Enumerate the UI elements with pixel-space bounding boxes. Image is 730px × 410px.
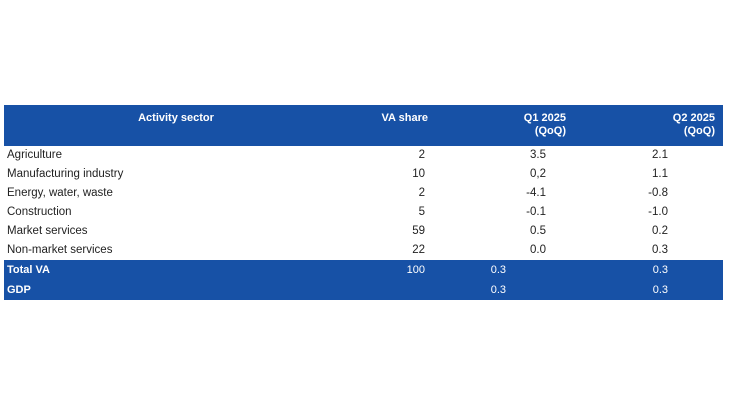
row-q2: 2.1 [652,149,668,161]
row-q1: 3.5 [530,149,546,161]
table-row: Manufacturing industry 10 0,2 1.1 [4,165,723,184]
row-share: 2 [418,149,425,161]
table-row: Construction 5 -0.1 -1.0 [4,203,723,222]
gdp-share [348,280,430,300]
row-sector: Manufacturing industry [7,168,124,180]
row-share: 10 [412,168,425,180]
row-q2: 1.1 [652,168,668,180]
header-q1-line2: (QoQ) [534,125,566,137]
row-share: 2 [418,187,425,199]
row-q2: 0.2 [652,225,668,237]
header-q1-2025: Q1 2025 (QoQ) [430,105,576,146]
gdp-q1: 0.3 [430,280,576,300]
header-va-share-label: VA share [381,112,428,124]
header-activity-sector: Activity sector [4,105,348,146]
header-q2-2025: Q2 2025 (QoQ) [576,105,723,146]
row-sector: Energy, water, waste [7,187,113,199]
table-row: Energy, water, waste 2 -4.1 -0.8 [4,184,723,203]
table-row: Non-market services 22 0.0 0.3 [4,241,723,260]
gdp-row: GDP 0.3 0.3 [4,280,723,300]
header-q2-2025-label: Q2 2025 (QoQ) [576,105,723,138]
row-q1: 0,2 [530,168,546,180]
row-q1: -0.1 [526,206,546,218]
row-sector: Non-market services [7,244,113,256]
table-row: Agriculture 2 3.5 2.1 [4,146,723,165]
table-row: Market services 59 0.5 0.2 [4,222,723,241]
row-q2: -1.0 [648,206,668,218]
row-share: 5 [418,206,425,218]
total-va-row: Total VA 100 0.3 0.3 [4,260,723,280]
total-va-share: 100 [348,260,430,280]
row-share: 22 [412,244,425,256]
row-sector: Market services [7,225,88,237]
header-q1-2025-label: Q1 2025 (QoQ) [430,105,576,138]
table-header-row: Activity sector VA share Q1 2025 (QoQ) Q… [4,105,723,146]
header-activity-sector-label: Activity sector [138,112,214,124]
row-q2: -0.8 [648,187,668,199]
row-q1: -4.1 [526,187,546,199]
gdp-q2: 0.3 [576,280,723,300]
row-sector: Construction [7,206,72,218]
total-va-q1: 0.3 [430,260,576,280]
activity-sector-table: Activity sector VA share Q1 2025 (QoQ) Q… [4,105,723,300]
gdp-label: GDP [4,280,348,300]
header-va-share: VA share [348,105,430,146]
row-q2: 0.3 [652,244,668,256]
row-q1: 0.0 [530,244,546,256]
total-va-label: Total VA [4,260,348,280]
header-q2-line2: (QoQ) [683,125,715,137]
row-sector: Agriculture [7,149,62,161]
total-va-q2: 0.3 [576,260,723,280]
row-q1: 0.5 [530,225,546,237]
row-share: 59 [412,225,425,237]
header-q2-line1: Q2 2025 [672,112,715,124]
header-q1-line1: Q1 2025 [523,112,566,124]
